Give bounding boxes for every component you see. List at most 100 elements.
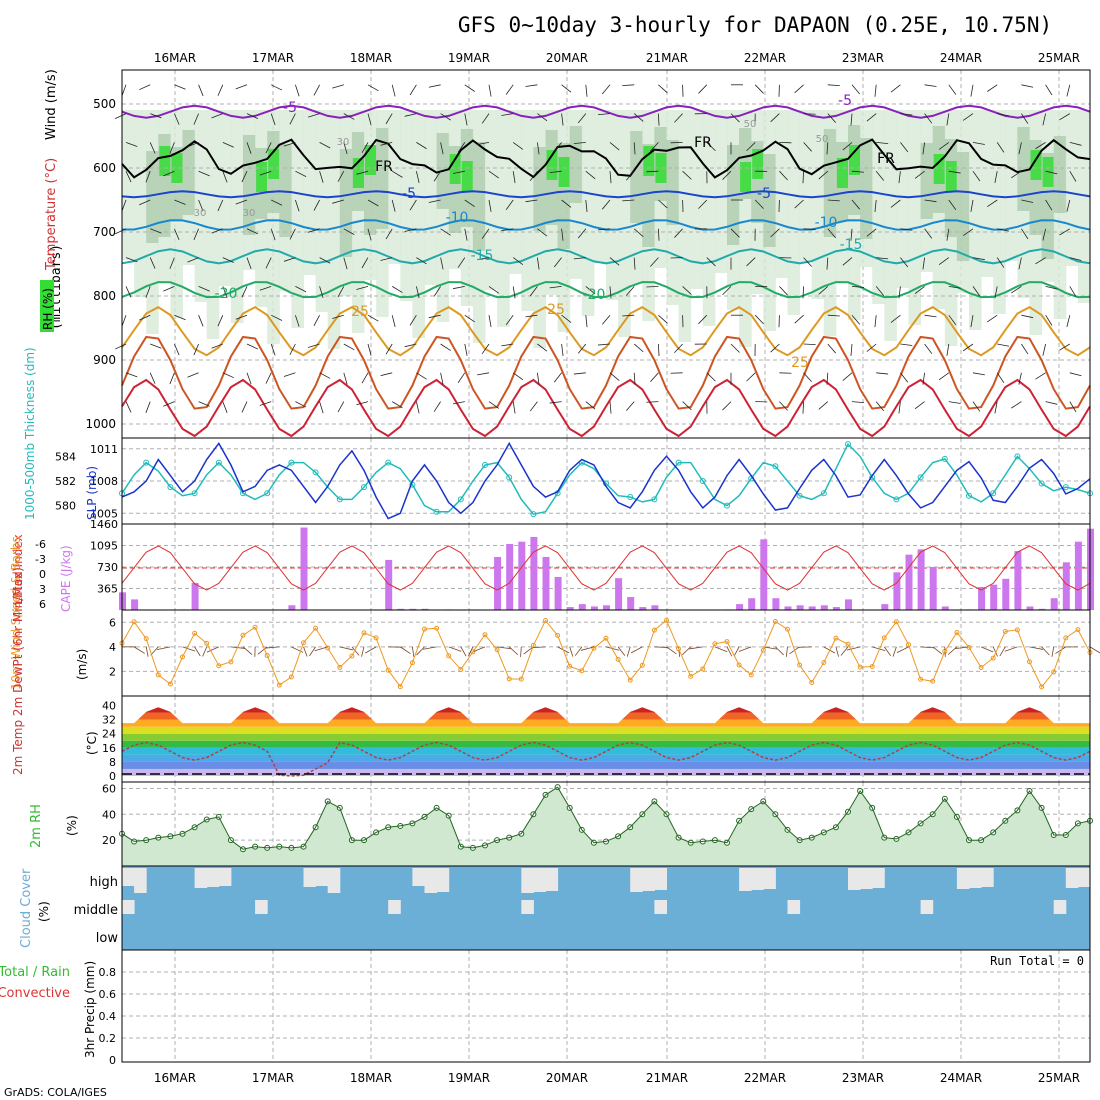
wind-barb bbox=[139, 199, 151, 206]
contour-label: -20 bbox=[215, 286, 238, 302]
wind-barb bbox=[283, 257, 296, 262]
wind-barb bbox=[1045, 401, 1058, 405]
wind-barb bbox=[211, 343, 223, 349]
rh-bright-shade bbox=[752, 149, 764, 179]
wind-speed-point bbox=[240, 632, 246, 638]
wind-barb bbox=[577, 228, 587, 239]
slp-tick-label: 1005 bbox=[90, 507, 118, 520]
wind-barb bbox=[650, 372, 659, 382]
thickness-point bbox=[312, 469, 319, 476]
wind-barb bbox=[948, 199, 957, 210]
rh-bright-shade bbox=[558, 157, 570, 187]
thickness-tick-label: 580 bbox=[55, 500, 76, 513]
wind-barb bbox=[1066, 84, 1071, 97]
wind-speed-point bbox=[143, 636, 149, 642]
li-tick-label: 6 bbox=[39, 598, 46, 611]
wind-barb bbox=[433, 401, 441, 412]
wind-barb bbox=[452, 401, 465, 405]
wind-barb bbox=[512, 401, 516, 414]
pressure-tick-label: 500 bbox=[93, 97, 116, 111]
wind-speed-point bbox=[131, 619, 137, 625]
wind10m-barb bbox=[947, 646, 958, 655]
wind-speed-point bbox=[579, 668, 585, 674]
wind10m-barb bbox=[992, 646, 998, 657]
isotherm-line bbox=[121, 335, 1091, 410]
cape-bar bbox=[494, 556, 502, 610]
wind-speed-point bbox=[252, 624, 258, 630]
wind-barb bbox=[609, 401, 612, 414]
wind-barb bbox=[271, 314, 283, 321]
cloud-gap-high bbox=[122, 868, 135, 886]
wind-barb bbox=[609, 257, 620, 266]
wind-barb bbox=[553, 372, 562, 383]
date-label-top: 25MAR bbox=[1038, 51, 1080, 65]
li-label: Lifted Index bbox=[11, 534, 25, 605]
wind-barb bbox=[337, 401, 345, 413]
wind-barb bbox=[409, 199, 417, 211]
wind-barb bbox=[914, 401, 925, 410]
date-label-bottom: 19MAR bbox=[448, 1071, 490, 1085]
wind-barb bbox=[295, 286, 307, 293]
wind-barb bbox=[1059, 113, 1071, 121]
rh-bright-shade bbox=[643, 146, 655, 176]
wind-barb bbox=[972, 372, 985, 376]
wind-barb bbox=[222, 142, 234, 148]
wind10m-barb bbox=[932, 646, 943, 655]
li-tick-label: -3 bbox=[35, 553, 46, 566]
cape-bar bbox=[941, 606, 949, 610]
rh2m-unit: (%) bbox=[65, 815, 79, 836]
wind-speed-point bbox=[603, 635, 609, 641]
wind10m-barb bbox=[309, 646, 316, 657]
panel-frames bbox=[121, 69, 1091, 1063]
wind-barb bbox=[385, 113, 393, 125]
temp-tick-label: 24 bbox=[102, 728, 116, 741]
wind-barb bbox=[537, 113, 548, 122]
precip-tick-label: 0.6 bbox=[99, 988, 117, 1001]
wind10m-panel bbox=[119, 617, 1100, 690]
cape-bar bbox=[820, 605, 828, 610]
wind-barb bbox=[609, 286, 612, 299]
wind-barb bbox=[746, 257, 756, 267]
cape-bar bbox=[421, 608, 429, 610]
date-label-bottom: 16MAR bbox=[154, 1071, 196, 1085]
thickness-point bbox=[1014, 453, 1021, 460]
wind-barb bbox=[174, 343, 180, 356]
wind-barb bbox=[217, 315, 224, 327]
date-label-bottom: 24MAR bbox=[940, 1071, 982, 1085]
wind-barb bbox=[525, 84, 538, 87]
wind-barb bbox=[1059, 228, 1071, 236]
wind-barb bbox=[900, 113, 913, 116]
cape-label: CAPE (J/kg) bbox=[59, 545, 73, 612]
wind-barb bbox=[193, 343, 199, 356]
wind-barb bbox=[222, 372, 234, 379]
wind-barb bbox=[1059, 343, 1071, 351]
temp-band bbox=[122, 761, 1090, 769]
wind-barb bbox=[337, 286, 345, 298]
wind-barb bbox=[289, 228, 296, 240]
wind-barb bbox=[682, 170, 692, 180]
wind10m-barb bbox=[920, 646, 935, 649]
wind-speed-point bbox=[167, 681, 173, 687]
wind-speed-point bbox=[760, 647, 766, 653]
rh2m-area bbox=[122, 787, 1090, 866]
wind-barb bbox=[924, 228, 933, 239]
wind-barb bbox=[440, 343, 451, 351]
contour-label: -5 bbox=[283, 100, 297, 116]
rh-light-shade bbox=[593, 110, 607, 263]
rh-light-shade bbox=[581, 110, 595, 316]
wind10m-barb bbox=[145, 646, 149, 657]
wind-barb bbox=[319, 372, 331, 379]
cape-bar bbox=[639, 607, 647, 610]
temp2m-label: 2m Temp 2m DewPt (6hr Min/Max) bbox=[11, 567, 25, 775]
wind-barb bbox=[452, 170, 465, 174]
wind-barb bbox=[754, 314, 764, 325]
wind-speed-point bbox=[349, 653, 355, 659]
wind-speed-point bbox=[288, 674, 294, 680]
wind-barb bbox=[746, 372, 756, 382]
wind-barb bbox=[198, 286, 210, 292]
wind-barb bbox=[922, 257, 925, 270]
rh-bright-shade bbox=[365, 145, 377, 175]
wind-barb bbox=[391, 401, 403, 409]
wind-barb bbox=[409, 84, 417, 96]
thickness-point bbox=[796, 492, 803, 499]
